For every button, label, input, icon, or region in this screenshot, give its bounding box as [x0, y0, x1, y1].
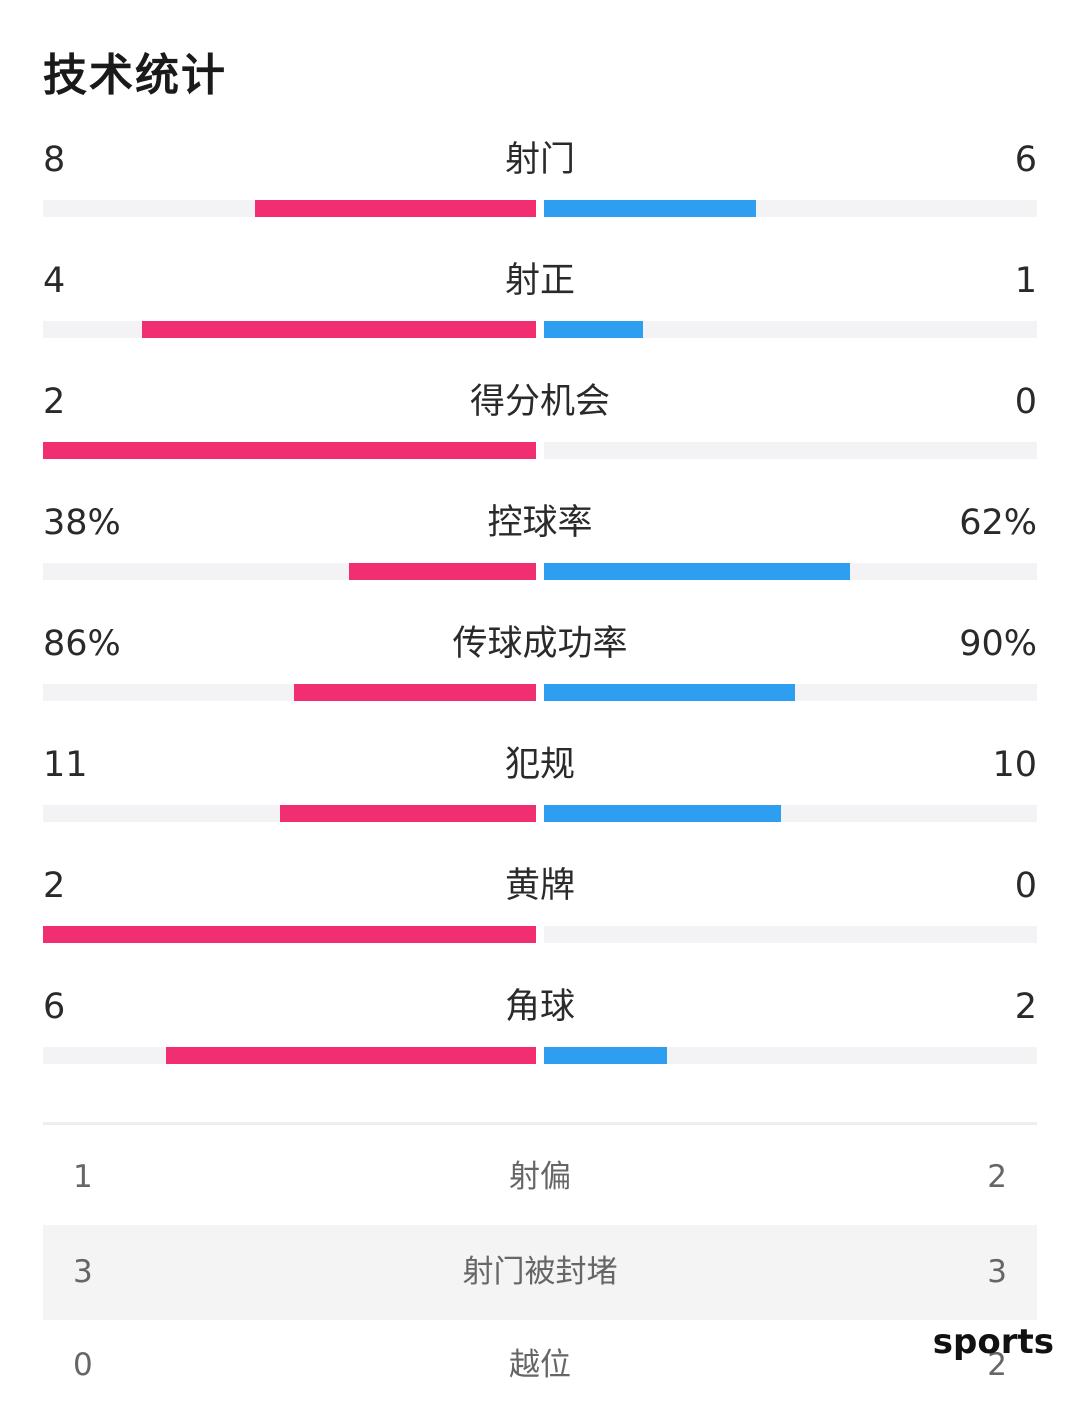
- watermark-logo: sports: [932, 1322, 1054, 1362]
- home-value: 2: [43, 382, 66, 422]
- away-bar-track: [544, 321, 1037, 338]
- home-bar-track: [43, 200, 536, 217]
- home-bar-fill: [141, 321, 536, 338]
- away-bar-fill: [544, 200, 756, 217]
- away-value: 2: [1014, 987, 1037, 1027]
- home-bar-track: [43, 442, 536, 459]
- home-bar-fill: [255, 200, 536, 217]
- home-value: 2: [43, 866, 66, 906]
- table-row: 0 越位 2: [43, 1318, 1037, 1413]
- away-bar-track: [544, 805, 1037, 822]
- away-bar-fill: [544, 805, 781, 822]
- home-bar-fill: [348, 563, 536, 580]
- page-title: 技术统计: [43, 50, 227, 101]
- stat-row: 38% 控球率 62%: [43, 501, 1037, 601]
- home-value: 3: [73, 1254, 93, 1290]
- home-value: 6: [43, 987, 66, 1027]
- stat-label: 传球成功率: [452, 624, 628, 664]
- section-divider: [43, 1122, 1037, 1125]
- home-value: 11: [43, 745, 88, 785]
- away-bar-fill: [544, 1047, 668, 1064]
- away-bar-fill: [544, 563, 850, 580]
- stat-row: 2 得分机会 0: [43, 380, 1037, 480]
- stat-row: 2 黄牌 0: [43, 864, 1037, 964]
- stat-label: 射偏: [509, 1159, 571, 1195]
- home-bar-track: [43, 684, 536, 701]
- away-value: 0: [1014, 866, 1037, 906]
- stat-label: 越位: [509, 1347, 571, 1383]
- stat-label: 犯规: [504, 745, 575, 785]
- stat-label: 射门被封堵: [462, 1254, 618, 1290]
- home-bar-track: [43, 321, 536, 338]
- away-bar-track: [544, 563, 1037, 580]
- away-value: 10: [992, 745, 1037, 785]
- stat-label: 角球: [504, 987, 575, 1027]
- stat-row: 11 犯规 10: [43, 743, 1037, 843]
- stat-label: 射门: [504, 140, 575, 180]
- home-bar-fill: [294, 684, 536, 701]
- away-value: 2: [987, 1159, 1007, 1195]
- home-value: 4: [43, 261, 66, 301]
- away-bar-track: [544, 442, 1037, 459]
- away-bar-track: [544, 684, 1037, 701]
- table-row: 1 射偏 2: [43, 1130, 1037, 1225]
- stat-label: 射正: [504, 261, 575, 301]
- stat-row: 8 射门 6: [43, 138, 1037, 238]
- home-bar-fill: [43, 442, 536, 459]
- stat-row: 4 射正 1: [43, 259, 1037, 359]
- table-row: 3 射门被封堵 3: [43, 1225, 1037, 1320]
- stat-label: 得分机会: [469, 382, 610, 422]
- stat-label: 黄牌: [504, 866, 575, 906]
- home-bar-fill: [279, 805, 536, 822]
- stat-row: 86% 传球成功率 90%: [43, 622, 1037, 722]
- away-bar-track: [544, 926, 1037, 943]
- home-bar-track: [43, 926, 536, 943]
- away-bar-track: [544, 1047, 1037, 1064]
- stat-row: 6 角球 2: [43, 985, 1037, 1085]
- home-bar-fill: [166, 1047, 536, 1064]
- away-value: 62%: [959, 503, 1037, 543]
- away-value: 0: [1014, 382, 1037, 422]
- away-value: 3: [987, 1254, 1007, 1290]
- away-bar-fill: [544, 321, 643, 338]
- home-bar-track: [43, 805, 536, 822]
- home-value: 86%: [43, 624, 121, 664]
- home-bar-track: [43, 563, 536, 580]
- home-value: 1: [73, 1159, 93, 1195]
- away-bar-fill: [544, 684, 796, 701]
- away-value: 2: [987, 1347, 1007, 1383]
- home-value: 8: [43, 140, 66, 180]
- away-value: 90%: [959, 624, 1037, 664]
- home-bar-track: [43, 1047, 536, 1064]
- stat-label: 控球率: [487, 503, 593, 543]
- home-value: 0: [73, 1347, 93, 1383]
- away-bar-track: [544, 200, 1037, 217]
- home-value: 38%: [43, 503, 121, 543]
- home-bar-fill: [43, 926, 536, 943]
- away-value: 1: [1014, 261, 1037, 301]
- away-value: 6: [1014, 140, 1037, 180]
